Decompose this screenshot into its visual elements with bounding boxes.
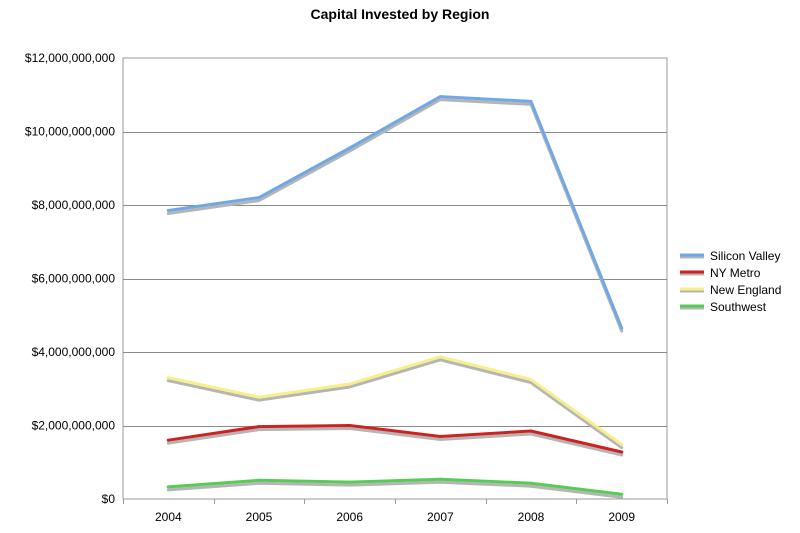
y-tick-label: $10,000,000,000 [25,125,115,139]
data-point [438,435,442,439]
x-tick-label: 2004 [155,510,182,524]
x-axis-tick-labels: 2004 2005 2006 2007 2008 2009 [123,499,668,524]
x-tick-label: 2009 [608,510,635,524]
chart-title: Capital Invested by Region [311,6,490,22]
y-tick-label: $2,000,000,000 [32,419,116,433]
series-shadow [166,98,624,333]
data-point [438,95,442,99]
y-tick-label: $0 [102,492,116,506]
data-point [257,425,261,429]
y-tick-label: $6,000,000,000 [32,272,116,286]
y-tick-label: $8,000,000,000 [32,198,116,212]
data-point [620,326,624,330]
data-point [257,196,261,200]
data-point [529,378,533,382]
series-shadow [166,480,624,499]
series-line-silicon-valley [166,95,624,330]
x-tick-label: 2007 [427,510,454,524]
legend-label: New England [710,283,781,297]
x-tick-label: 2005 [246,510,273,524]
y-tick-label: $12,000,000,000 [25,51,115,65]
data-point [438,355,442,359]
y-tick-label: $4,000,000,000 [32,345,116,359]
data-point [166,485,170,489]
data-point [348,382,352,386]
data-point [166,376,170,380]
data-point [348,480,352,484]
data-point [257,395,261,399]
x-tick-label: 2006 [336,510,363,524]
data-point [529,99,533,103]
series-lines [166,95,624,499]
data-point [348,424,352,427]
x-tick-label: 2008 [518,510,545,524]
series-line-new-england [166,355,624,447]
data-point [620,492,624,496]
data-point [166,438,170,442]
series-line-ny-metro [166,424,624,454]
data-point [438,477,442,481]
data-point [529,481,533,485]
data-point [620,450,624,454]
legend-label: Silicon Valley [710,249,780,263]
series-line-southwest [166,477,624,496]
series-shadow [166,427,624,457]
data-point [529,429,533,433]
legend-label: Southwest [710,300,767,314]
legend: Silicon Valley NY Metro New England Southwe… [680,249,781,314]
data-point [348,146,352,150]
data-point [166,209,170,213]
legend-label: NY Metro [710,266,761,280]
data-point [257,478,261,482]
y-axis-tick-labels: $0 $2,000,000,000 $4,000,000,000 $6,000,000… [25,51,115,506]
series-shadow [166,358,624,450]
data-point [620,443,624,447]
